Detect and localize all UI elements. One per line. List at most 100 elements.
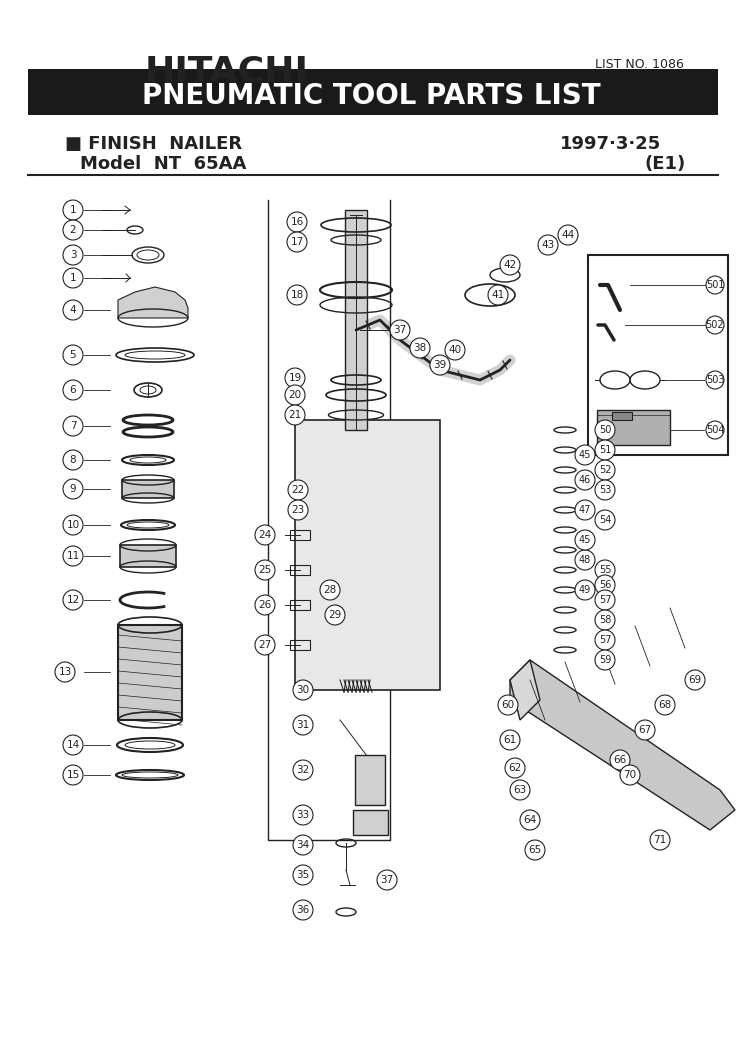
Circle shape bbox=[575, 550, 595, 570]
Text: 57: 57 bbox=[599, 635, 611, 645]
Circle shape bbox=[255, 635, 275, 655]
Text: 49: 49 bbox=[579, 585, 591, 595]
Text: 45: 45 bbox=[579, 450, 591, 460]
Circle shape bbox=[293, 680, 313, 700]
Circle shape bbox=[293, 760, 313, 780]
Text: 18: 18 bbox=[291, 290, 304, 299]
Text: 32: 32 bbox=[296, 765, 310, 775]
Text: 51: 51 bbox=[599, 445, 611, 455]
Circle shape bbox=[500, 730, 520, 750]
Text: 50: 50 bbox=[599, 425, 611, 435]
Polygon shape bbox=[510, 660, 735, 830]
Text: 1997·3·25: 1997·3·25 bbox=[560, 135, 661, 153]
Bar bbox=[588, 255, 728, 455]
Circle shape bbox=[63, 735, 83, 755]
Text: 48: 48 bbox=[579, 555, 591, 565]
Text: 46: 46 bbox=[579, 475, 591, 485]
Text: 54: 54 bbox=[599, 515, 611, 525]
Text: 12: 12 bbox=[66, 595, 80, 605]
Text: 23: 23 bbox=[291, 506, 305, 515]
Circle shape bbox=[285, 405, 305, 425]
Text: PNEUMATIC TOOL PARTS LIST: PNEUMATIC TOOL PARTS LIST bbox=[142, 82, 600, 110]
Text: 38: 38 bbox=[413, 343, 426, 353]
Text: 60: 60 bbox=[502, 700, 515, 710]
Circle shape bbox=[63, 268, 83, 288]
Circle shape bbox=[255, 560, 275, 580]
Text: 37: 37 bbox=[380, 875, 394, 885]
Text: 34: 34 bbox=[296, 840, 310, 850]
Text: 9: 9 bbox=[70, 484, 77, 494]
Text: 1: 1 bbox=[70, 205, 77, 215]
Circle shape bbox=[320, 580, 340, 600]
Circle shape bbox=[498, 695, 518, 715]
Circle shape bbox=[525, 840, 545, 860]
Circle shape bbox=[63, 450, 83, 470]
Text: 62: 62 bbox=[508, 763, 522, 773]
Circle shape bbox=[287, 232, 307, 252]
Circle shape bbox=[650, 830, 670, 850]
Text: (E1): (E1) bbox=[645, 155, 687, 173]
Circle shape bbox=[325, 605, 345, 626]
Text: 43: 43 bbox=[542, 240, 554, 250]
Circle shape bbox=[63, 245, 83, 266]
Circle shape bbox=[63, 220, 83, 240]
Circle shape bbox=[63, 380, 83, 400]
Circle shape bbox=[377, 870, 397, 890]
Circle shape bbox=[288, 500, 308, 520]
Circle shape bbox=[595, 440, 615, 460]
Circle shape bbox=[488, 285, 508, 305]
Circle shape bbox=[445, 340, 465, 360]
Text: 3: 3 bbox=[70, 250, 77, 260]
Circle shape bbox=[285, 386, 305, 405]
Text: 52: 52 bbox=[599, 465, 611, 475]
Circle shape bbox=[285, 369, 305, 388]
Text: 55: 55 bbox=[599, 565, 611, 575]
Text: 501: 501 bbox=[706, 280, 724, 290]
Circle shape bbox=[595, 610, 615, 630]
Bar bbox=[345, 210, 367, 430]
Text: 47: 47 bbox=[579, 506, 591, 515]
Text: 56: 56 bbox=[599, 580, 611, 590]
Polygon shape bbox=[510, 660, 540, 720]
Text: HITACHI: HITACHI bbox=[145, 55, 309, 89]
Text: 35: 35 bbox=[296, 870, 310, 880]
Text: 53: 53 bbox=[599, 485, 611, 495]
Bar bbox=[355, 755, 385, 805]
Circle shape bbox=[538, 235, 558, 255]
Text: 64: 64 bbox=[523, 815, 536, 825]
Text: 33: 33 bbox=[296, 810, 310, 820]
Circle shape bbox=[510, 780, 530, 800]
Text: 17: 17 bbox=[291, 237, 304, 247]
Text: 504: 504 bbox=[706, 425, 724, 435]
Text: 10: 10 bbox=[66, 520, 80, 530]
Text: 59: 59 bbox=[599, 655, 611, 665]
Text: 31: 31 bbox=[296, 720, 310, 730]
Text: 44: 44 bbox=[562, 230, 574, 240]
Text: 63: 63 bbox=[513, 785, 527, 795]
Circle shape bbox=[505, 758, 525, 778]
Text: Model  NT  65AA: Model NT 65AA bbox=[80, 155, 247, 173]
Circle shape bbox=[520, 810, 540, 830]
Circle shape bbox=[706, 276, 724, 294]
Circle shape bbox=[293, 900, 313, 920]
Text: 4: 4 bbox=[70, 305, 77, 315]
Text: 70: 70 bbox=[623, 770, 637, 780]
Text: 503: 503 bbox=[706, 375, 724, 386]
Circle shape bbox=[558, 225, 578, 245]
Circle shape bbox=[287, 285, 307, 305]
Circle shape bbox=[575, 445, 595, 465]
Bar bbox=[120, 545, 176, 567]
Circle shape bbox=[595, 630, 615, 650]
Text: 15: 15 bbox=[66, 770, 80, 780]
Circle shape bbox=[55, 662, 75, 682]
Circle shape bbox=[706, 316, 724, 335]
Circle shape bbox=[575, 470, 595, 490]
Text: 68: 68 bbox=[658, 700, 672, 710]
Text: 2: 2 bbox=[70, 225, 77, 235]
Bar bbox=[290, 565, 310, 575]
Text: 42: 42 bbox=[503, 260, 516, 270]
Bar bbox=[290, 640, 310, 650]
Circle shape bbox=[63, 416, 83, 436]
Circle shape bbox=[287, 212, 307, 232]
Circle shape bbox=[706, 421, 724, 439]
